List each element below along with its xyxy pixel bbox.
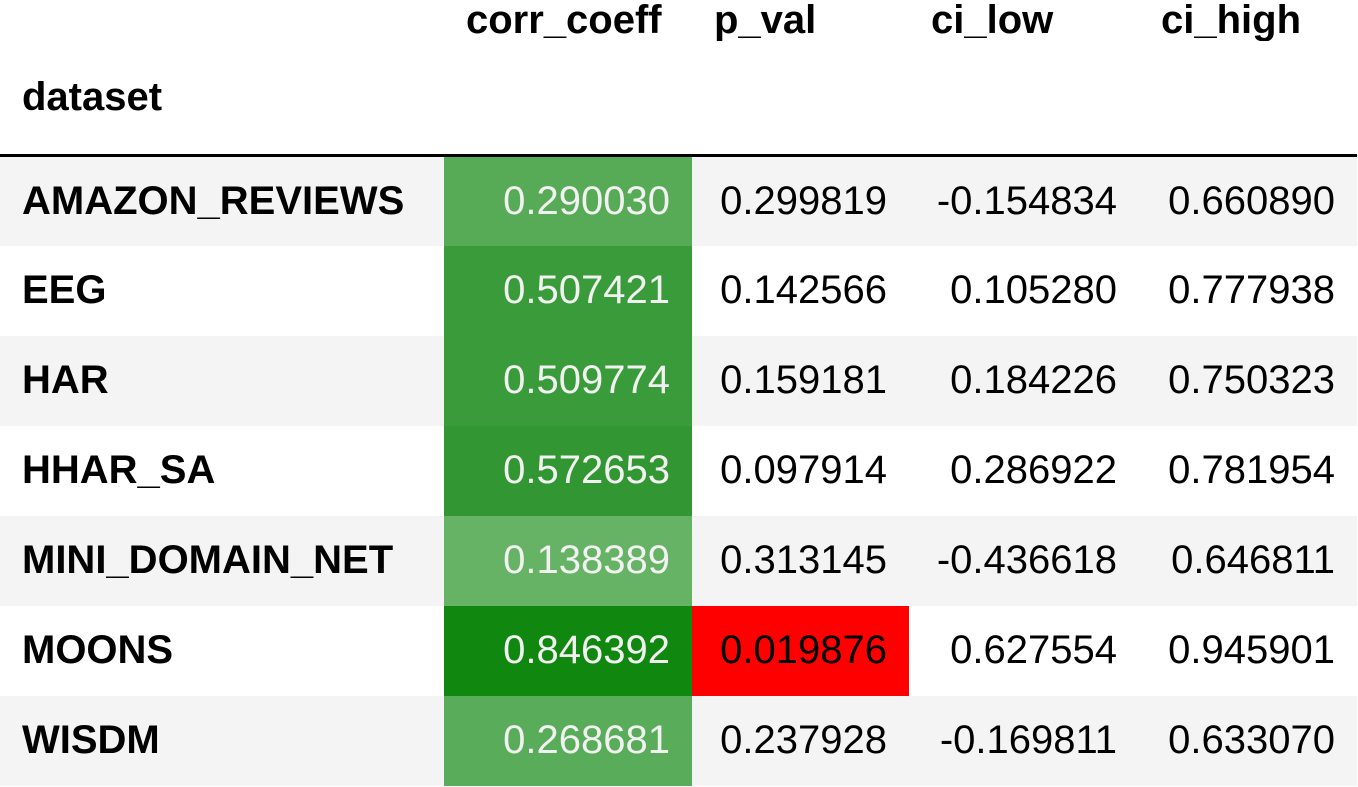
p-val-cell: 0.299819: [720, 178, 887, 223]
dataset-name-cell: HAR: [22, 358, 109, 402]
column-header-ci-low: ci_low: [931, 0, 1054, 41]
corr-coeff-cell: 0.846392: [444, 605, 692, 696]
p-val-cell: 0.313145: [720, 538, 887, 582]
table-row: EEG 0.507421 0.142566 0.105280 0.777938: [0, 245, 1357, 336]
column-header-corr-coeff: corr_coeff: [466, 0, 662, 41]
ci-low-cell: -0.154834: [936, 178, 1117, 223]
dataset-name-cell: WISDM: [22, 718, 160, 762]
table-row: MINI_DOMAIN_NET 0.138389 0.313145 -0.436618…: [0, 515, 1357, 606]
corr-coeff-cell: 0.268681: [444, 695, 692, 786]
p-val-cell: 0.159181: [720, 358, 887, 402]
corr-coeff-cell: 0.507421: [444, 245, 692, 336]
p-val-cell: 0.097914: [720, 448, 887, 492]
ci-low-cell: -0.436618: [936, 538, 1117, 582]
index-name-header: dataset: [0, 41, 444, 157]
p-val-cell: 0.142566: [720, 268, 887, 312]
dataset-name-cell: EEG: [22, 268, 107, 312]
table-header: corr_coeff p_val ci_low ci_high dataset: [0, 0, 1357, 157]
p-val-cell: 0.237928: [720, 718, 887, 762]
table-body: AMAZON_REVIEWS 0.290030 0.299819 -0.154834 0…: [0, 155, 1357, 786]
table-row: MOONS 0.846392 0.019876 0.627554 0.945901: [0, 605, 1357, 696]
corr-coeff-cell: 0.138389: [444, 515, 692, 606]
table-row: WISDM 0.268681 0.237928 -0.169811 0.633070: [0, 695, 1357, 786]
ci-low-cell: 0.105280: [950, 268, 1117, 312]
index-header-row: dataset: [0, 41, 1357, 157]
ci-high-cell: 0.750323: [1168, 358, 1335, 402]
ci-high-cell: 0.646811: [1171, 538, 1335, 582]
ci-high-cell: 0.777938: [1168, 268, 1335, 312]
ci-low-cell: 0.627554: [950, 628, 1117, 672]
column-header-row: corr_coeff p_val ci_low ci_high: [0, 0, 1357, 41]
table-row: HHAR_SA 0.572653 0.097914 0.286922 0.781954: [0, 425, 1357, 516]
column-header-p-val: p_val: [714, 0, 817, 41]
blank-header-cell: [692, 41, 909, 157]
p-val-cell: 0.019876: [692, 605, 909, 696]
corr-coeff-cell: 0.290030: [444, 155, 692, 246]
table-row: HAR 0.509774 0.159181 0.184226 0.750323: [0, 335, 1357, 426]
column-header-ci-high: ci_high: [1161, 0, 1302, 41]
blank-header-cell: [444, 41, 692, 157]
dataset-name-cell: HHAR_SA: [22, 448, 216, 492]
blank-header-cell: [1139, 41, 1357, 157]
dataset-name-cell: AMAZON_REVIEWS: [22, 178, 405, 223]
ci-low-cell: 0.184226: [950, 358, 1117, 402]
blank-corner-cell: [0, 0, 444, 41]
ci-high-cell: 0.633070: [1168, 718, 1335, 762]
blank-header-cell: [909, 41, 1139, 157]
dataset-name-cell: MOONS: [22, 628, 174, 672]
corr-coeff-cell: 0.509774: [444, 335, 692, 426]
ci-low-cell: -0.169811: [939, 718, 1117, 762]
dataset-name-cell: MINI_DOMAIN_NET: [22, 538, 394, 582]
ci-high-cell: 0.660890: [1168, 178, 1335, 223]
ci-low-cell: 0.286922: [950, 448, 1117, 492]
ci-high-cell: 0.945901: [1168, 628, 1335, 672]
table-row: AMAZON_REVIEWS 0.290030 0.299819 -0.154834 0…: [0, 155, 1357, 246]
ci-high-cell: 0.781954: [1168, 448, 1335, 492]
corr-coeff-cell: 0.572653: [444, 425, 692, 516]
